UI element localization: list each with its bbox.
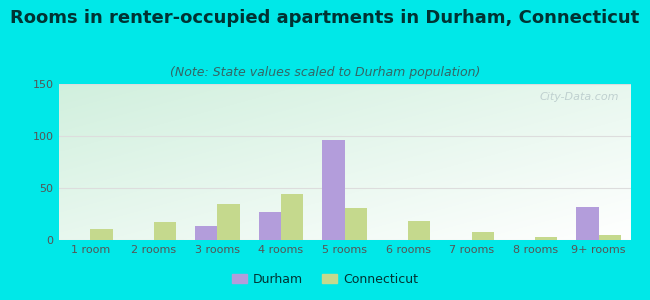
Bar: [408, 221, 430, 240]
Bar: [322, 140, 344, 240]
Bar: [154, 222, 176, 240]
Bar: [195, 226, 217, 240]
Bar: [599, 235, 621, 240]
Bar: [472, 232, 494, 240]
Bar: [281, 194, 303, 240]
Text: (Note: State values scaled to Durham population): (Note: State values scaled to Durham pop…: [170, 66, 480, 79]
Text: City-Data.com: City-Data.com: [540, 92, 619, 102]
Bar: [259, 212, 281, 240]
Bar: [535, 237, 558, 240]
Bar: [577, 207, 599, 240]
Text: Rooms in renter-occupied apartments in Durham, Connecticut: Rooms in renter-occupied apartments in D…: [10, 9, 640, 27]
Legend: Durham, Connecticut: Durham, Connecticut: [227, 268, 423, 291]
Bar: [217, 204, 240, 240]
Bar: [344, 208, 367, 240]
Bar: [90, 229, 112, 240]
